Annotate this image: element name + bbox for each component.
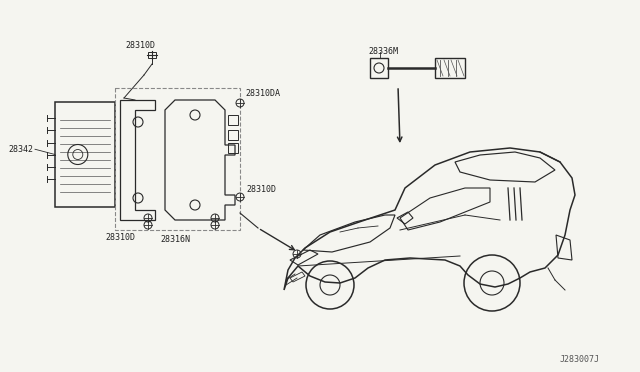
Text: 28310D: 28310D	[246, 186, 276, 195]
Text: 28310D: 28310D	[105, 234, 135, 243]
Text: 28310D: 28310D	[125, 41, 155, 49]
Text: J283007J: J283007J	[560, 356, 600, 365]
Text: 28342: 28342	[8, 145, 33, 154]
Text: 28336M: 28336M	[368, 48, 398, 57]
Text: 28316N: 28316N	[160, 235, 190, 244]
Text: 28310DA: 28310DA	[245, 90, 280, 99]
